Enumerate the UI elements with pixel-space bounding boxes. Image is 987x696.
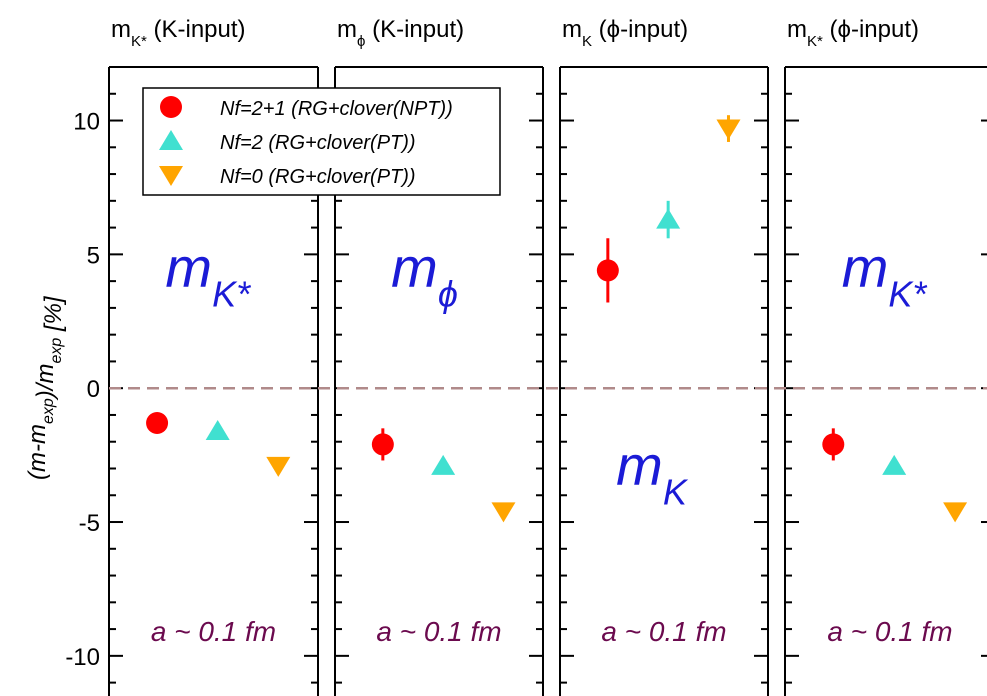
panel-header-base: m [562, 16, 582, 43]
data-point-circle [822, 433, 845, 456]
panel-header-rest: (ϕ-input) [823, 16, 919, 43]
y-tick-label: -10 [65, 644, 100, 671]
panel-header-base: m [787, 16, 807, 43]
legend-marker-triangle-up [159, 130, 183, 150]
panel-big-label: mK* [842, 235, 928, 314]
panel-footer: a ~ 0.1 fm [151, 616, 276, 647]
data-point-triangle-up [205, 420, 230, 441]
data-point-triangle-up [431, 454, 456, 475]
data-point-circle [146, 411, 169, 434]
legend-box [142, 87, 501, 196]
panel-big-label-base: m [391, 235, 438, 298]
data-point-triangle-down [491, 502, 516, 523]
panel-header: mK* (ϕ-input) [787, 16, 919, 50]
panel-header-sub: K [582, 33, 592, 50]
panel-big-label-sub: K* [212, 273, 251, 314]
panel-big-label-sub: K [663, 472, 689, 513]
legend-marker-circle [160, 96, 182, 118]
panel-2: mϕ (K-input)mϕa ~ 0.1 fm [334, 16, 544, 696]
data-point-triangle-down [716, 119, 741, 140]
panel-header: mK* (K-input) [111, 16, 246, 50]
data-point-triangle-up [656, 208, 681, 229]
data-point-circle [596, 259, 619, 282]
data-point-triangle-down [266, 456, 291, 477]
y-axis-title-sub: exp [48, 338, 65, 364]
panel-header-sub: K* [131, 33, 147, 50]
panel-header: mϕ (K-input) [337, 16, 464, 50]
y-tick-label: 5 [87, 242, 100, 269]
data-point-triangle-up [882, 454, 907, 475]
points-layer [146, 115, 968, 523]
panel-big-label-sub: K* [888, 273, 927, 314]
panel-header: mK (ϕ-input) [562, 16, 688, 50]
panel-big-label-base: m [165, 235, 212, 298]
panel-big-label: mK [616, 434, 689, 513]
panel-header-rest: (ϕ-input) [592, 16, 688, 43]
data-point-triangle-down [943, 502, 968, 523]
panel-header-rest: (K-input) [147, 16, 246, 43]
y-axis-title-part: )/m [32, 364, 59, 402]
panel-header-sub: K* [807, 33, 823, 50]
panel-big-label-sub: ϕ [438, 273, 458, 314]
panel-4: mK* (ϕ-input)mK*a ~ 0.1 fm [784, 16, 987, 696]
y-tick-label: -5 [79, 510, 100, 537]
panel-header-sub: ϕ [357, 33, 365, 50]
y-axis-title-sub: exp [40, 398, 57, 424]
data-point-circle [371, 433, 394, 456]
panel-3: mK (ϕ-input)mKa ~ 0.1 fm [559, 16, 769, 696]
panel-big-label-base: m [842, 235, 889, 298]
panel-big-label-base: m [616, 434, 663, 497]
panel-header-rest: (K-input) [365, 16, 464, 43]
panel-footer: a ~ 0.1 fm [827, 616, 952, 647]
panel-big-label: mK* [165, 235, 251, 314]
panel-header-base: m [111, 16, 131, 43]
panel-footer: a ~ 0.1 fm [601, 616, 726, 647]
panel-footer: a ~ 0.1 fm [376, 616, 501, 647]
y-tick-label: 10 [73, 109, 100, 136]
y-axis-title-part: [%] [40, 295, 67, 338]
legend-entry-label: Nf=0 (RG+clover(PT)) [220, 166, 416, 188]
panel-header-base: m [337, 16, 357, 43]
y-tick-label: 0 [87, 376, 100, 403]
legend-entry-label: Nf=2+1 (RG+clover(NPT)) [220, 98, 453, 120]
y-axis-title-part: (m-m [24, 424, 51, 480]
legend-entry-label: Nf=2 (RG+clover(PT)) [220, 132, 416, 154]
y-axis-title: (m-mexp)/mexp [%] [24, 295, 67, 480]
legend-marker-triangle-down [159, 166, 183, 186]
panel-big-label: mϕ [391, 235, 458, 314]
legend: Nf=2+1 (RG+clover(NPT)) Nf=2 (RG+clover(P… [142, 87, 501, 196]
